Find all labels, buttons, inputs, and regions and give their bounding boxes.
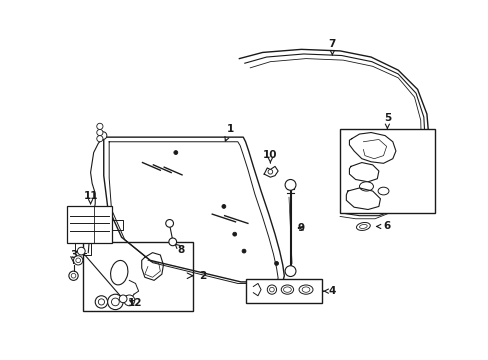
Text: 2: 2 xyxy=(199,271,206,281)
Ellipse shape xyxy=(359,182,373,191)
Ellipse shape xyxy=(359,224,366,229)
Circle shape xyxy=(165,220,173,227)
Text: 9: 9 xyxy=(297,223,305,233)
Circle shape xyxy=(97,130,103,136)
Ellipse shape xyxy=(110,260,128,285)
Ellipse shape xyxy=(377,187,388,195)
Circle shape xyxy=(99,132,107,139)
Text: 1: 1 xyxy=(224,124,233,141)
Text: 3: 3 xyxy=(70,250,77,260)
Circle shape xyxy=(98,299,104,305)
Circle shape xyxy=(222,204,225,208)
Bar xyxy=(340,130,434,213)
Circle shape xyxy=(123,295,135,306)
Bar xyxy=(245,279,321,303)
Circle shape xyxy=(232,232,236,236)
Circle shape xyxy=(274,261,278,265)
Text: 6: 6 xyxy=(376,221,389,231)
Circle shape xyxy=(97,123,103,130)
Text: 12: 12 xyxy=(128,298,142,309)
Ellipse shape xyxy=(302,287,309,292)
Ellipse shape xyxy=(283,287,291,292)
Text: 5: 5 xyxy=(383,113,390,129)
Text: 11: 11 xyxy=(83,191,98,204)
Circle shape xyxy=(267,285,276,294)
Circle shape xyxy=(269,287,274,292)
Circle shape xyxy=(111,298,119,306)
Text: 4: 4 xyxy=(323,286,335,296)
Circle shape xyxy=(107,294,123,310)
Circle shape xyxy=(97,136,103,142)
Circle shape xyxy=(73,256,82,265)
Circle shape xyxy=(174,150,178,154)
Text: 8: 8 xyxy=(174,244,184,255)
Circle shape xyxy=(95,296,107,308)
Circle shape xyxy=(285,180,295,190)
Circle shape xyxy=(267,170,272,174)
Circle shape xyxy=(76,258,81,263)
Text: 10: 10 xyxy=(263,150,277,163)
Circle shape xyxy=(119,295,127,303)
Text: 7: 7 xyxy=(328,39,335,55)
Ellipse shape xyxy=(299,285,312,294)
Circle shape xyxy=(168,238,176,246)
Bar xyxy=(67,206,112,243)
Circle shape xyxy=(71,274,76,278)
Ellipse shape xyxy=(281,285,293,294)
Circle shape xyxy=(69,271,78,280)
Bar xyxy=(82,242,192,311)
Circle shape xyxy=(242,249,245,253)
Circle shape xyxy=(285,266,295,276)
Ellipse shape xyxy=(356,222,369,230)
Circle shape xyxy=(77,247,85,255)
